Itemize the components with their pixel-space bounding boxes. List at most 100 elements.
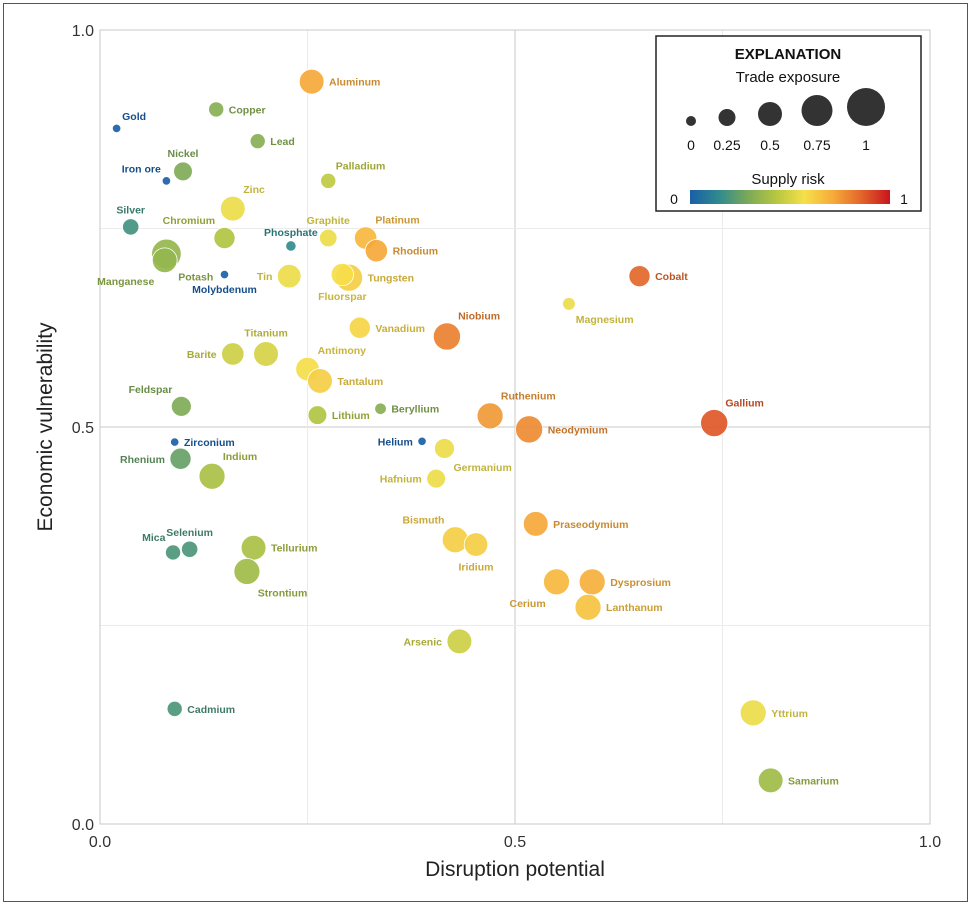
point-label: Palladium [336,161,386,173]
point-label: Gold [122,111,146,123]
bubble [739,699,767,727]
data-point-gallium: Gallium [700,397,764,438]
bubble [574,593,602,621]
point-label: Barite [187,349,217,361]
point-label: Chromium [163,215,216,227]
bubble [221,342,245,366]
bubble [161,176,172,186]
point-label: Iridium [458,561,493,573]
data-point-cadmium: Cadmium [166,700,235,717]
point-label: Antimony [318,345,367,357]
bubble [578,568,606,596]
legend-size-label: 1 [862,137,870,153]
point-label: Aluminum [329,77,380,89]
point-label: Fluorspar [318,291,366,303]
data-point-vanadium: Vanadium [348,316,425,339]
point-label: Tin [257,271,273,283]
legend-colorbar [690,190,890,204]
bubble [249,133,266,150]
bubble [562,297,576,311]
bubble [220,195,246,222]
bubble [348,316,371,339]
bubble [233,558,261,585]
point-label: Germanium [453,462,511,474]
data-points: Gold Copper Aluminum Lead Iron ore Nickel Pall… [97,68,839,794]
data-point-indium: Indium [198,451,257,490]
legend-color-max: 1 [900,191,908,207]
bubble [446,628,473,655]
point-label: Graphite [307,215,350,227]
data-point-beryllium: Beryllium [374,402,439,416]
point-label: Zirconium [184,437,235,449]
legend-size-scale: 0 0.25 0.5 0.75 1 [686,88,885,153]
bubble [417,436,427,446]
data-point-germanium: Germanium [434,438,512,474]
point-label: Rhodium [393,246,439,258]
bubble [169,447,192,470]
data-point-magnesium: Magnesium [562,297,634,326]
point-label: Dysprosium [610,577,671,589]
data-point-helium: Helium [378,436,427,448]
data-point-iridium: Iridium [458,532,493,573]
point-label: Tantalum [337,376,383,388]
y-tick-label: 0.0 [72,817,94,834]
bubble [173,161,193,182]
legend-size-bubble [758,102,782,126]
legend-size-bubble [718,109,736,126]
bubble [166,700,183,717]
data-point-titanium: Titanium [244,328,288,367]
data-point-manganese: Manganese [97,247,178,288]
bubble [374,402,387,415]
point-label: Manganese [97,276,154,288]
bubble [298,68,325,95]
point-label: Silver [116,205,145,217]
data-point-lead: Lead [249,133,295,150]
point-label: Tungsten [368,273,414,285]
data-point-selenium: Selenium [166,527,213,558]
y-tick-label: 1.0 [72,23,94,40]
point-label: Potash [178,272,213,284]
bubble [277,263,302,289]
data-point-zirconium: Zirconium [170,437,235,449]
bubble [253,341,279,367]
bubble [285,240,297,252]
data-point-tin: Tin [257,263,302,289]
point-label: Helium [378,436,413,448]
data-point-copper: Copper [208,101,266,118]
x-tick-label: 0.0 [89,834,111,851]
bubble [515,415,544,444]
y-tick-label: 0.5 [72,420,94,437]
figure-frame [3,3,968,902]
point-label: Platinum [375,214,419,226]
point-label: Strontium [258,588,308,600]
data-point-zinc: Zinc [220,184,265,222]
point-label: Lithium [332,410,370,422]
data-point-feldspar: Feldspar [129,384,192,417]
point-label: Copper [229,104,266,116]
data-point-barite: Barite [187,342,245,366]
data-point-platinum: Platinum [353,214,420,250]
point-label: Praseodymium [553,519,628,531]
data-point-phosphate: Phosphate [264,227,318,252]
legend-color-min: 0 [670,191,678,207]
point-label: Neodymium [548,424,608,436]
legend-size-label: 0 [687,137,695,153]
data-point-nickel: Nickel [168,148,199,182]
bubble [757,767,784,794]
data-point-mica: Mica [142,532,182,561]
point-label: Cadmium [187,704,235,716]
data-point-lanthanum: Lanthanum [574,593,663,621]
point-label: Niobium [458,311,500,323]
bubble [476,402,504,430]
bubble [170,437,180,447]
point-label: Hafnium [380,474,422,486]
bubble [426,468,446,489]
point-label: Rhenium [120,454,165,466]
legend-box [655,35,922,212]
bubble [181,540,199,558]
point-label: Cobalt [655,271,688,283]
point-label: Feldspar [129,384,173,396]
x-tick-label: 0.5 [504,834,526,851]
data-point-ruthenium: Ruthenium [476,391,556,430]
